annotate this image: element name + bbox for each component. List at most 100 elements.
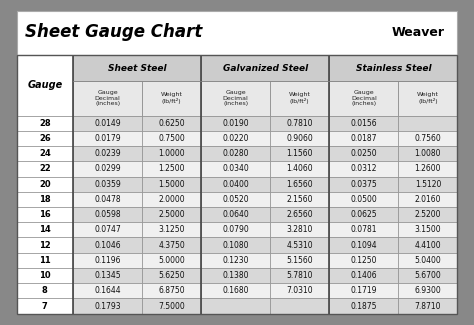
Bar xyxy=(73,81,142,116)
Text: 0.0781: 0.0781 xyxy=(351,225,377,234)
Bar xyxy=(399,146,457,161)
Bar xyxy=(17,11,457,55)
Text: 0.0220: 0.0220 xyxy=(222,134,249,143)
Text: 2.6560: 2.6560 xyxy=(286,210,313,219)
Bar xyxy=(17,55,73,116)
Bar xyxy=(399,268,457,283)
Text: Sheet Gauge Chart: Sheet Gauge Chart xyxy=(26,23,203,41)
Text: 3.1500: 3.1500 xyxy=(415,225,441,234)
Text: 0.1196: 0.1196 xyxy=(94,256,121,265)
Bar xyxy=(201,146,270,161)
Bar xyxy=(329,207,399,222)
Bar xyxy=(329,192,399,207)
Text: 0.0520: 0.0520 xyxy=(222,195,249,204)
Text: 0.0747: 0.0747 xyxy=(94,225,121,234)
Text: 28: 28 xyxy=(39,119,51,128)
Bar xyxy=(142,131,201,146)
Text: 8: 8 xyxy=(42,286,48,295)
Bar xyxy=(270,192,329,207)
Text: 1.1560: 1.1560 xyxy=(287,149,313,158)
Text: 1.6560: 1.6560 xyxy=(286,180,313,189)
Bar xyxy=(73,131,142,146)
Bar xyxy=(270,207,329,222)
Text: 0.0625: 0.0625 xyxy=(351,210,377,219)
Text: 0.0187: 0.0187 xyxy=(351,134,377,143)
Text: 7.0310: 7.0310 xyxy=(286,286,313,295)
Bar xyxy=(73,55,201,81)
Bar xyxy=(329,298,399,314)
Text: 12: 12 xyxy=(39,240,51,250)
Text: 5.0400: 5.0400 xyxy=(415,256,441,265)
Text: 10: 10 xyxy=(39,271,51,280)
Bar xyxy=(73,192,142,207)
Bar xyxy=(270,283,329,298)
Text: 0.0790: 0.0790 xyxy=(222,225,249,234)
Text: 0.0340: 0.0340 xyxy=(222,164,249,174)
Text: 3.2810: 3.2810 xyxy=(287,225,313,234)
Text: 4.3750: 4.3750 xyxy=(158,240,185,250)
Text: Gauge
Decimal
(inches): Gauge Decimal (inches) xyxy=(95,90,120,106)
Text: 0.0312: 0.0312 xyxy=(351,164,377,174)
Text: 2.0000: 2.0000 xyxy=(158,195,185,204)
Bar xyxy=(329,161,399,176)
Bar xyxy=(73,253,142,268)
Text: 5.7810: 5.7810 xyxy=(287,271,313,280)
Bar xyxy=(270,116,329,131)
Bar xyxy=(399,116,457,131)
Bar xyxy=(17,298,73,314)
Text: 14: 14 xyxy=(39,225,51,234)
Bar xyxy=(270,222,329,238)
Bar xyxy=(399,207,457,222)
Text: Gauge
Decimal
(inches): Gauge Decimal (inches) xyxy=(351,90,377,106)
Bar xyxy=(201,222,270,238)
Bar xyxy=(142,268,201,283)
Bar xyxy=(17,55,457,314)
Text: 0.0478: 0.0478 xyxy=(94,195,121,204)
Bar xyxy=(142,298,201,314)
Text: 0.0280: 0.0280 xyxy=(222,149,249,158)
Text: 1.2600: 1.2600 xyxy=(415,164,441,174)
Bar xyxy=(17,131,73,146)
Text: 6.8750: 6.8750 xyxy=(158,286,185,295)
Text: 4.4100: 4.4100 xyxy=(415,240,441,250)
Bar xyxy=(329,222,399,238)
Text: 0.0250: 0.0250 xyxy=(351,149,377,158)
Bar xyxy=(142,192,201,207)
Text: 0.1644: 0.1644 xyxy=(94,286,121,295)
Text: 0.0299: 0.0299 xyxy=(94,164,121,174)
Text: Weight
(lb/ft²): Weight (lb/ft²) xyxy=(417,92,439,104)
Bar xyxy=(201,298,270,314)
Text: 0.0598: 0.0598 xyxy=(94,210,121,219)
Text: 0.7560: 0.7560 xyxy=(415,134,441,143)
Bar xyxy=(270,146,329,161)
Text: 0.1380: 0.1380 xyxy=(222,271,249,280)
Bar xyxy=(73,298,142,314)
Bar xyxy=(142,253,201,268)
Bar xyxy=(201,116,270,131)
Text: 2.5200: 2.5200 xyxy=(415,210,441,219)
Bar xyxy=(73,161,142,176)
Bar xyxy=(201,283,270,298)
Bar xyxy=(201,192,270,207)
Bar xyxy=(270,131,329,146)
Bar xyxy=(17,146,73,161)
Text: 0.9060: 0.9060 xyxy=(286,134,313,143)
Text: 2.1560: 2.1560 xyxy=(287,195,313,204)
Text: 0.1080: 0.1080 xyxy=(222,240,249,250)
Bar xyxy=(17,207,73,222)
Bar xyxy=(329,131,399,146)
Text: Sheet Steel: Sheet Steel xyxy=(108,64,166,72)
Bar xyxy=(201,131,270,146)
Text: 0.0149: 0.0149 xyxy=(94,119,121,128)
Text: 3.1250: 3.1250 xyxy=(158,225,185,234)
Text: 1.2500: 1.2500 xyxy=(158,164,185,174)
Bar xyxy=(201,55,329,81)
Bar xyxy=(142,238,201,253)
Text: 0.1094: 0.1094 xyxy=(351,240,377,250)
Bar xyxy=(73,238,142,253)
Bar xyxy=(73,207,142,222)
Bar xyxy=(329,146,399,161)
Text: 1.5000: 1.5000 xyxy=(158,180,185,189)
Bar xyxy=(270,298,329,314)
Bar xyxy=(270,253,329,268)
